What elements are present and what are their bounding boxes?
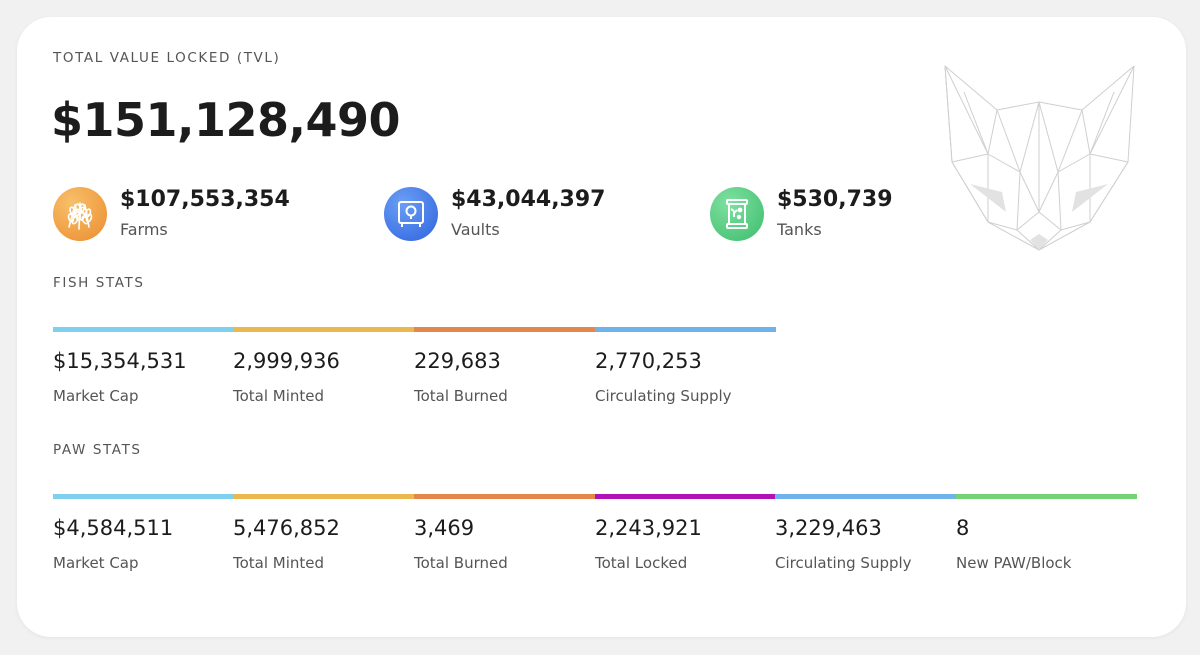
stat-value: 2,770,253 xyxy=(595,349,702,373)
paw-stats-label: PAW STATS xyxy=(53,442,142,458)
tvl-card: TOTAL VALUE LOCKED (TVL) $151,128,490 xyxy=(17,17,1186,637)
stat-value: 2,243,921 xyxy=(595,516,702,540)
stat-label: Market Cap xyxy=(53,554,139,572)
tvl-vaults: $43,044,397 Vaults xyxy=(384,187,684,243)
stat-label: Total Locked xyxy=(595,554,688,572)
stat-label: Total Minted xyxy=(233,554,325,572)
stat-color-bar xyxy=(233,327,414,332)
tanks-label: Tanks xyxy=(777,220,822,239)
tanks-value: $530,739 xyxy=(777,187,893,212)
stat-label: Circulating Supply xyxy=(775,554,912,572)
stat-color-bar xyxy=(775,494,956,499)
stat-label: Total Burned xyxy=(414,387,508,405)
stat-color-bar xyxy=(595,494,776,499)
tank-icon xyxy=(710,187,764,241)
stat-label: New PAW/Block xyxy=(956,554,1072,572)
stat-value: 3,469 xyxy=(414,516,475,540)
cat-logo xyxy=(942,62,1137,261)
fish-stats-label: FISH STATS xyxy=(53,275,145,291)
tvl-tanks: $530,739 Tanks xyxy=(710,187,1010,243)
stat-color-bar xyxy=(414,327,595,332)
stat-label: Market Cap xyxy=(53,387,139,405)
tvl-farms: $107,553,354 Farms xyxy=(53,187,353,243)
tvl-section-label: TOTAL VALUE LOCKED (TVL) xyxy=(53,50,281,66)
stat-color-bar xyxy=(233,494,414,499)
stat-label: Circulating Supply xyxy=(595,387,732,405)
stat-value: 3,229,463 xyxy=(775,516,882,540)
safe-icon xyxy=(384,187,438,241)
stat-color-bar xyxy=(956,494,1137,499)
vaults-label: Vaults xyxy=(451,220,500,239)
stat-value: 8 xyxy=(956,516,970,540)
stat-color-bar xyxy=(53,494,234,499)
stat-color-bar xyxy=(414,494,595,499)
stat-label: Total Burned xyxy=(414,554,508,572)
tvl-total-value: $151,128,490 xyxy=(51,93,401,147)
stat-value: $4,584,511 xyxy=(53,516,174,540)
wheat-icon xyxy=(53,187,107,241)
farms-label: Farms xyxy=(120,220,168,239)
vaults-value: $43,044,397 xyxy=(451,187,606,212)
stat-value: $15,354,531 xyxy=(53,349,187,373)
farms-value: $107,553,354 xyxy=(120,187,290,212)
stat-value: 2,999,936 xyxy=(233,349,340,373)
stat-color-bar xyxy=(53,327,234,332)
stat-value: 229,683 xyxy=(414,349,501,373)
stat-label: Total Minted xyxy=(233,387,325,405)
stat-color-bar xyxy=(595,327,776,332)
stat-value: 5,476,852 xyxy=(233,516,340,540)
